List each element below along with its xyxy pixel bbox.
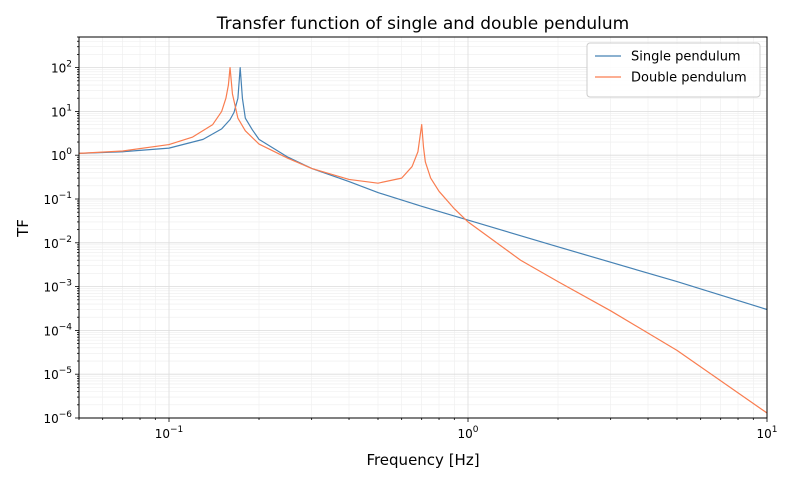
legend-label-1: Single pendulum	[631, 50, 741, 65]
plot-frame	[78, 36, 768, 419]
y-tick-label: 10−6	[43, 410, 72, 426]
legend-box	[586, 42, 761, 98]
legend-label-2: Double pendulum	[631, 71, 747, 86]
y-tick-label: 10−4	[43, 322, 72, 338]
y-tick-label: 10−1	[43, 191, 72, 207]
y-axis-label: TF	[14, 219, 32, 238]
series-line-1	[78, 67, 768, 311]
y-tick-label: 10−2	[43, 235, 72, 251]
legend: Single pendulum Double pendulum	[586, 42, 761, 98]
y-tick-label: 102	[51, 60, 72, 76]
y-tick-label: 10−5	[43, 366, 72, 382]
minor-grid	[78, 36, 767, 418]
y-tick-label: 100	[51, 147, 72, 163]
x-axis-label: Frequency [Hz]	[366, 451, 479, 469]
y-tick-label: 101	[51, 103, 72, 119]
ticks-layer: 10−1 100 101 10−6 10−5 10−4 10−3 10−2 10−1 100 101…	[43, 36, 778, 441]
x-tick-label: 100	[457, 425, 478, 441]
x-tick-label: 101	[756, 425, 777, 441]
chart-title: Transfer function of single and double p…	[216, 14, 630, 34]
series-layer	[78, 67, 768, 414]
series-line-2	[78, 67, 768, 414]
x-tick-label: 10−1	[155, 425, 184, 441]
y-tick-label: 10−3	[43, 279, 72, 295]
